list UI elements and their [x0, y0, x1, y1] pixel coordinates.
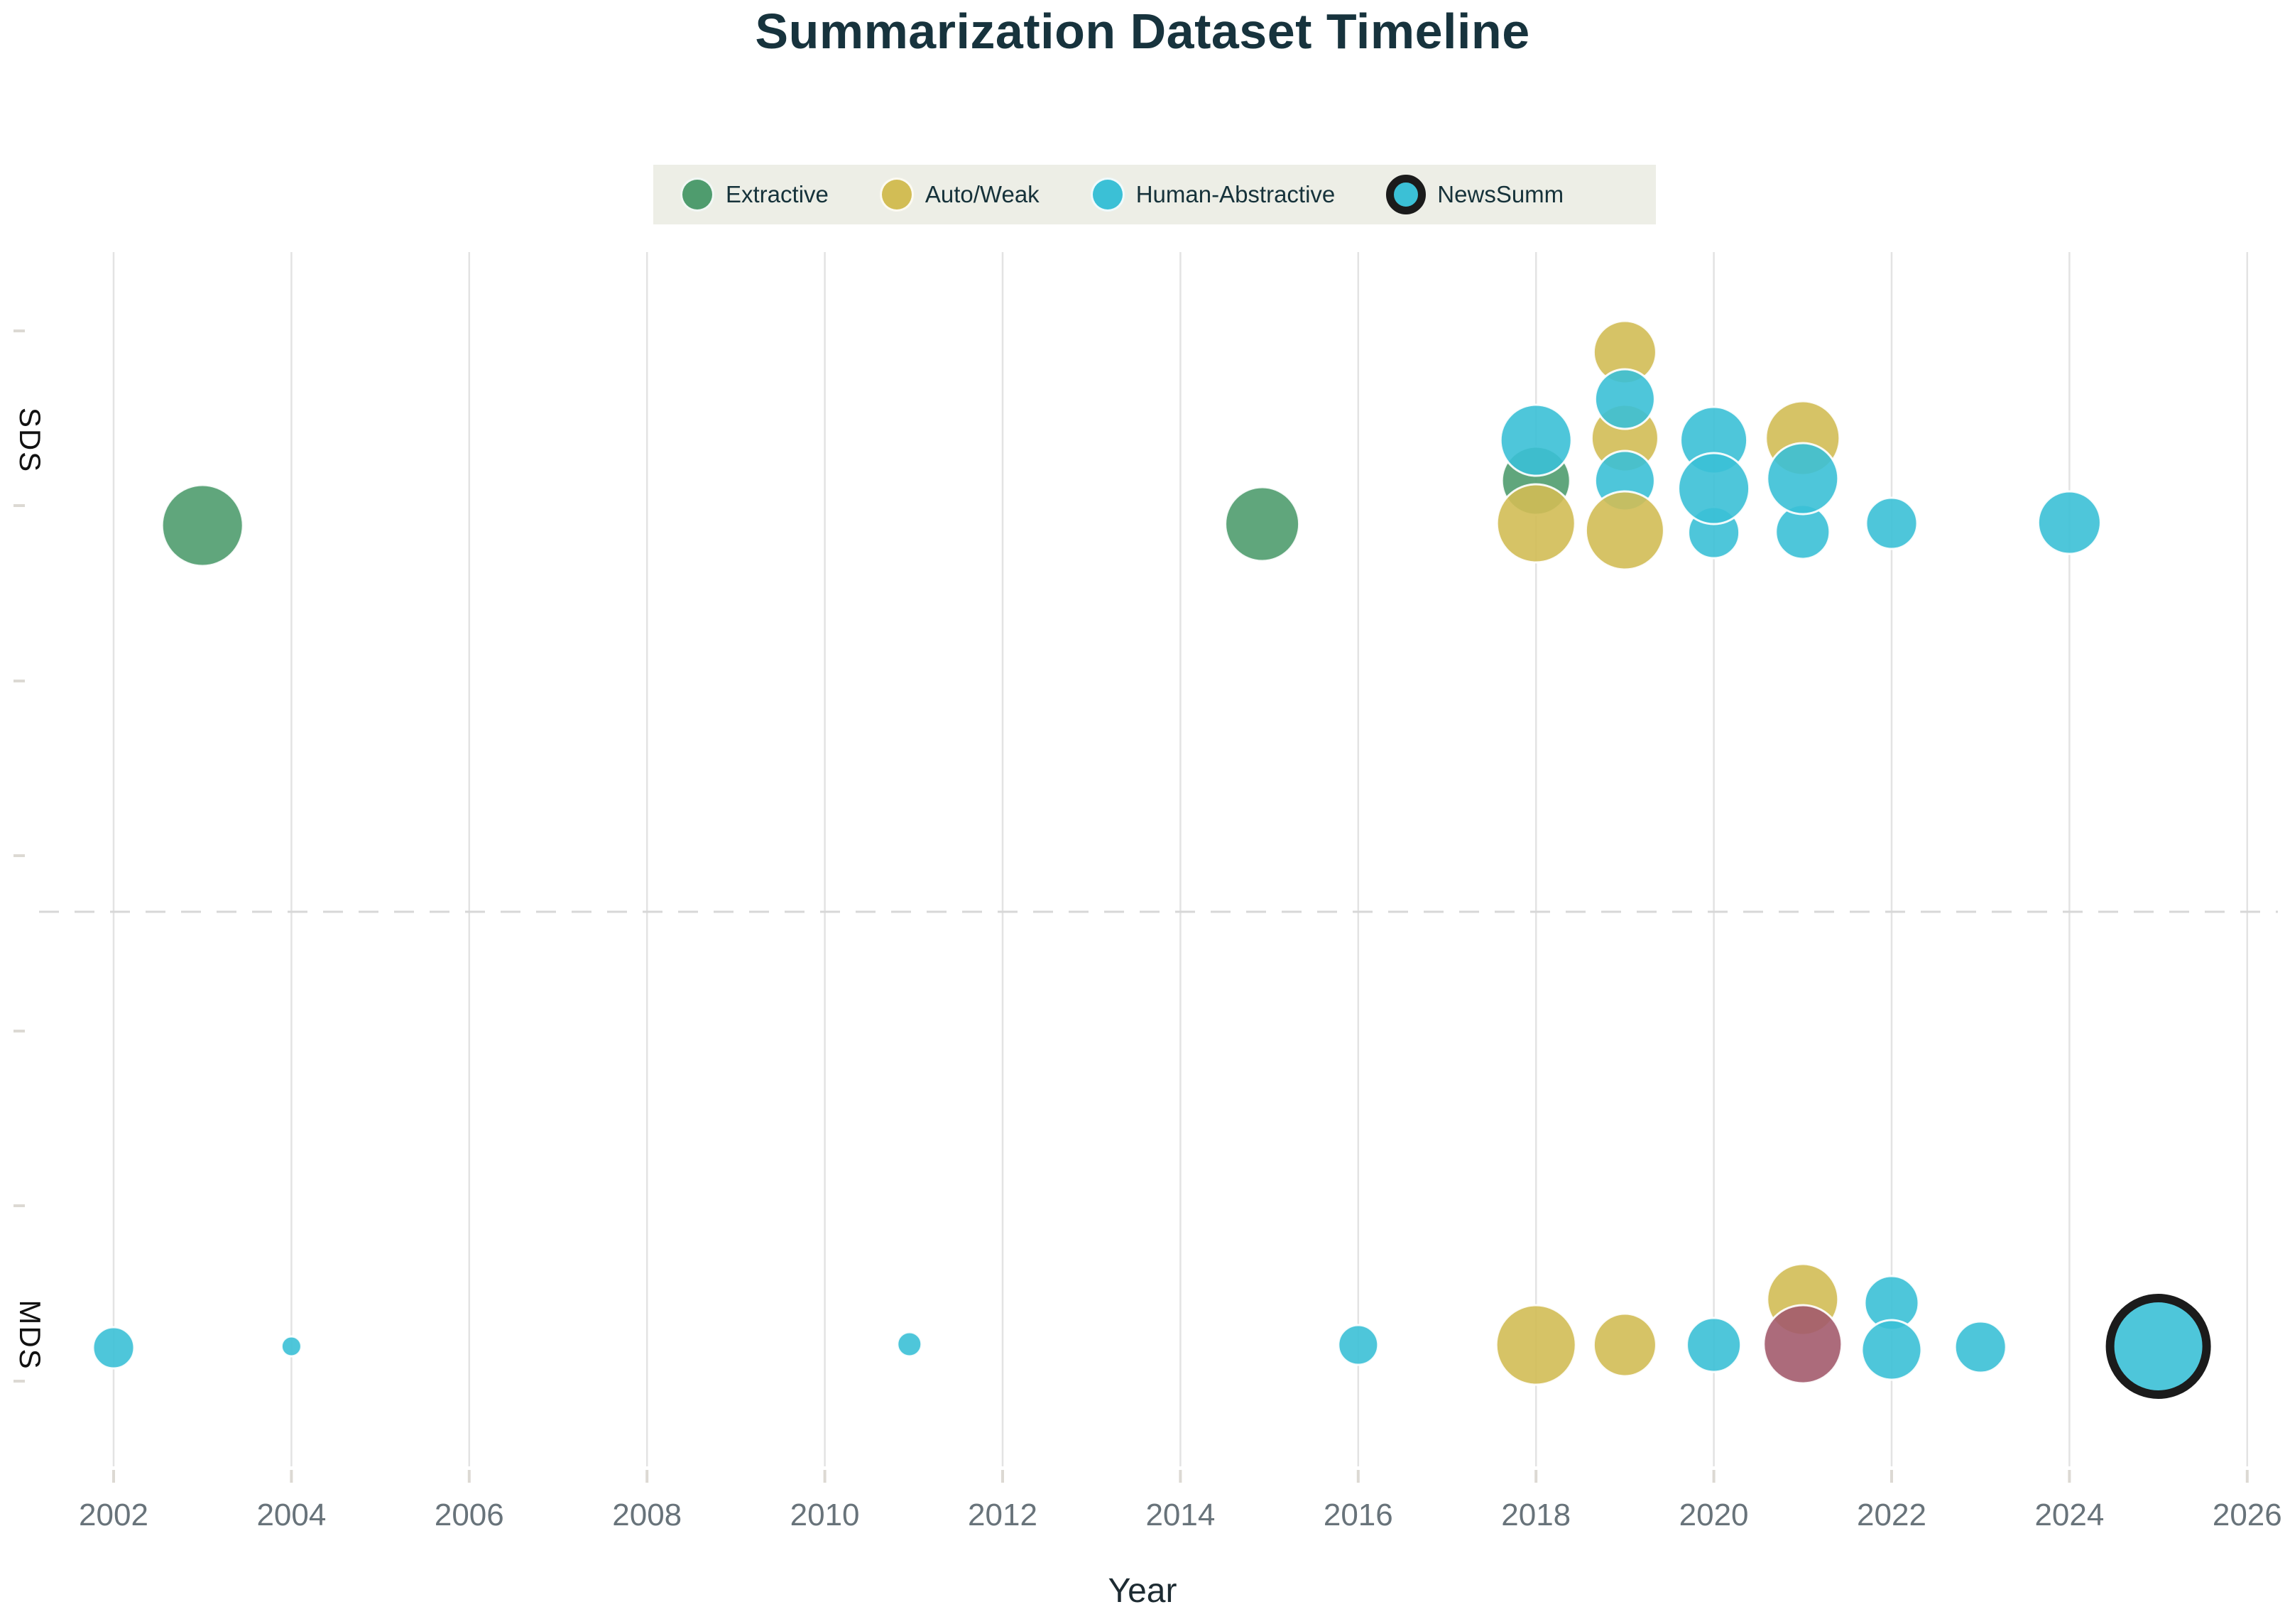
y-axis-track-label-SDS: SDS: [13, 408, 47, 473]
x-tick-label-2004: 2004: [256, 1498, 326, 1532]
bubble-sds-2015-extractive-1[interactable]: [1224, 486, 1301, 562]
legend-swatch-icon: [879, 178, 914, 212]
x-axis-title: Year: [1108, 1572, 1177, 1610]
x-tick-label-2010: 2010: [790, 1498, 860, 1532]
bubble-sds-2018-human-abstractive-4[interactable]: [1499, 403, 1573, 477]
legend-item-extractive[interactable]: Extractive: [680, 178, 829, 212]
bubble-mds-2020-human-abstractive-24[interactable]: [1686, 1317, 1743, 1373]
x-tick-label-2014: 2014: [1145, 1498, 1215, 1532]
bubble-sds-2019-human-abstractive-7[interactable]: [1593, 368, 1656, 430]
x-tick-label-2016: 2016: [1324, 1498, 1393, 1532]
legend-item-label: Auto/Weak: [925, 181, 1040, 207]
bubble-sds-2021-human-abstractive-15[interactable]: [1766, 442, 1840, 516]
x-tick-label-2012: 2012: [968, 1498, 1037, 1532]
bubble-mds-2004-human-abstractive-19[interactable]: [280, 1335, 302, 1358]
legend-item-label: Human-Abstractive: [1135, 181, 1336, 207]
x-tick-label-2022: 2022: [1857, 1498, 1926, 1532]
bubble-mds-2022-human-abstractive-28[interactable]: [1860, 1319, 1923, 1381]
bubble-mds-2021-other-26[interactable]: [1762, 1304, 1843, 1385]
bubble-mds-2002-human-abstractive-18[interactable]: [92, 1326, 136, 1370]
y-axis-track-label-MDS: MDS: [13, 1299, 47, 1370]
x-tick-label-2002: 2002: [79, 1498, 148, 1532]
legend-item-auto-weak[interactable]: Auto/Weak: [879, 178, 1040, 212]
legend: Extractive Auto/Weak Human-Abstractive News…: [653, 165, 1656, 224]
ringed-legend-swatch-icon: [1386, 175, 1427, 214]
bubble-sds-2022-human-abstractive-16[interactable]: [1865, 496, 1919, 550]
legend-item-newssumm[interactable]: NewsSumm: [1386, 175, 1564, 214]
x-tick-label-2026: 2026: [2213, 1498, 2282, 1532]
legend-swatch-icon: [1090, 178, 1125, 212]
bubble-sds-2018-auto-weak-3[interactable]: [1495, 483, 1576, 564]
x-tick-label-2018: 2018: [1501, 1498, 1571, 1532]
bubble-mds-2025-newssumm-30[interactable]: [2105, 1294, 2211, 1399]
legend-item-human-abstractive[interactable]: Human-Abstractive: [1090, 178, 1336, 212]
bubble-sds-2024-human-abstractive-17[interactable]: [2036, 490, 2102, 555]
bubble-sds-2020-human-abstractive-12[interactable]: [1677, 452, 1751, 525]
bubble-mds-2023-human-abstractive-29[interactable]: [1953, 1320, 2007, 1374]
legend-swatch-icon: [680, 178, 714, 212]
bubble-mds-2016-human-abstractive-21[interactable]: [1337, 1324, 1380, 1366]
legend-item-label: Extractive: [726, 181, 829, 207]
bubble-sds-2019-auto-weak-9[interactable]: [1584, 490, 1665, 571]
chart-title: Summarization Dataset Timeline: [755, 4, 1530, 59]
bubble-sds-2003-extractive-0[interactable]: [160, 484, 244, 567]
bubble-mds-2019-auto-weak-23[interactable]: [1592, 1312, 1657, 1378]
x-tick-label-2006: 2006: [435, 1498, 504, 1532]
legend-item-label: NewsSumm: [1437, 181, 1564, 207]
x-tick-label-2020: 2020: [1679, 1498, 1749, 1532]
x-tick-label-2008: 2008: [612, 1498, 682, 1532]
bubble-mds-2011-human-abstractive-20[interactable]: [896, 1331, 923, 1358]
bubble-mds-2018-auto-weak-22[interactable]: [1495, 1304, 1577, 1386]
x-tick-label-2024: 2024: [2034, 1498, 2104, 1532]
